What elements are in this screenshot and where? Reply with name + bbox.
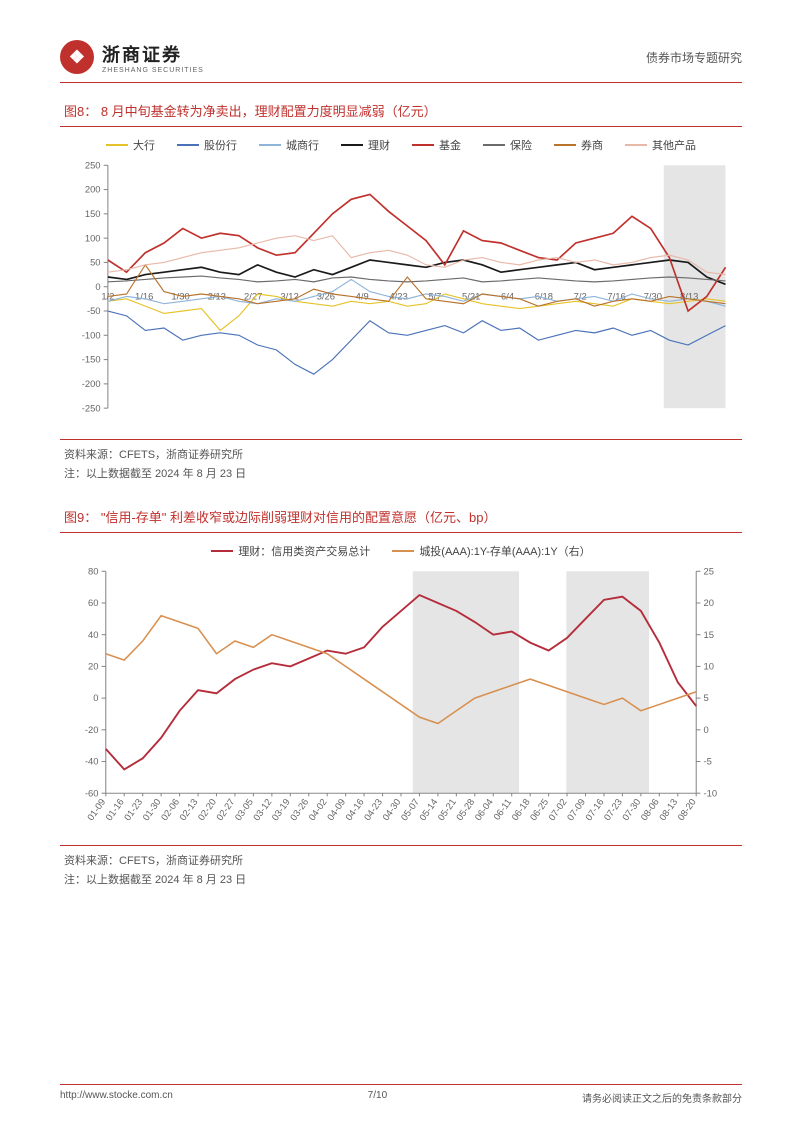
- svg-text:100: 100: [85, 232, 101, 243]
- svg-text:-20: -20: [85, 724, 99, 735]
- svg-text:07-02: 07-02: [546, 797, 569, 823]
- svg-text:01-09: 01-09: [85, 797, 108, 823]
- legend-item: 股份行: [177, 137, 237, 153]
- svg-text:07-30: 07-30: [620, 797, 643, 823]
- legend-item: 理财: [341, 137, 390, 153]
- svg-text:-10: -10: [704, 788, 718, 799]
- svg-text:0: 0: [704, 724, 709, 735]
- figure-8-legend: 大行 股份行 城商行 理财 基金 保险 券商 其他产品: [66, 137, 736, 153]
- footer-disclaimer: 请务必阅读正文之后的免责条款部分: [582, 1090, 742, 1105]
- svg-text:07-09: 07-09: [564, 797, 587, 823]
- svg-text:25: 25: [704, 566, 714, 577]
- figure-9-note: 注：以上数据截至 2024 年 8 月 23 日: [60, 871, 742, 887]
- svg-text:04-16: 04-16: [343, 797, 366, 823]
- svg-text:7/2: 7/2: [574, 290, 587, 301]
- figure-9-title: 图9： "信用-存单" 利差收窄或边际削弱理财对信用的配置意愿（亿元、bp）: [60, 507, 742, 526]
- company-name-cn: 浙商证券: [102, 41, 204, 67]
- figure-9-source: 资料来源：CFETS，浙商证券研究所: [60, 852, 742, 868]
- svg-text:06-04: 06-04: [472, 797, 495, 823]
- svg-text:08-06: 08-06: [638, 797, 661, 823]
- svg-text:03-19: 03-19: [269, 797, 292, 823]
- legend-item: 其他产品: [625, 137, 696, 153]
- legend-item: 理财：信用类资产交易总计: [211, 543, 370, 559]
- svg-text:06-18: 06-18: [509, 797, 532, 823]
- page-header: ❖ 浙商证券 ZHESHANG SECURITIES 债券市场专题研究: [60, 40, 742, 83]
- svg-text:-150: -150: [82, 354, 101, 365]
- svg-text:50: 50: [90, 257, 100, 268]
- svg-text:01-23: 01-23: [122, 797, 145, 823]
- svg-text:08-20: 08-20: [675, 797, 698, 823]
- svg-text:-40: -40: [85, 756, 99, 767]
- company-name-en: ZHESHANG SECURITIES: [102, 67, 204, 74]
- figure-8-note: 注：以上数据截至 2024 年 8 月 23 日: [60, 465, 742, 481]
- svg-text:05-07: 05-07: [398, 797, 421, 823]
- footer-url: http://www.stocke.com.cn: [60, 1090, 173, 1105]
- svg-text:04-23: 04-23: [361, 797, 384, 823]
- page-footer: http://www.stocke.com.cn 7/10 请务必阅读正文之后的…: [60, 1084, 742, 1105]
- legend-item: 保险: [483, 137, 532, 153]
- svg-text:04-02: 04-02: [306, 797, 329, 823]
- svg-text:02-13: 02-13: [177, 797, 200, 823]
- svg-text:0: 0: [93, 692, 98, 703]
- svg-text:15: 15: [704, 629, 714, 640]
- figure-9-chart: -60-40-20020406080-10-5051015202501-0901…: [66, 565, 736, 837]
- svg-text:20: 20: [88, 661, 98, 672]
- svg-text:02-27: 02-27: [214, 797, 237, 823]
- page-container: ❖ 浙商证券 ZHESHANG SECURITIES 债券市场专题研究 图8： …: [0, 0, 802, 1133]
- svg-text:1/16: 1/16: [135, 290, 153, 301]
- svg-text:0: 0: [95, 281, 100, 292]
- svg-text:04-09: 04-09: [324, 797, 347, 823]
- legend-item: 城投(AAA):1Y-存单(AAA):1Y（右）: [392, 543, 590, 559]
- svg-text:04-30: 04-30: [380, 797, 403, 823]
- figure-9-block: 图9： "信用-存单" 利差收窄或边际削弱理财对信用的配置意愿（亿元、bp） 理…: [60, 507, 742, 887]
- svg-text:40: 40: [88, 629, 98, 640]
- svg-text:-50: -50: [87, 305, 101, 316]
- figure-9-chart-box: 理财：信用类资产交易总计 城投(AAA):1Y-存单(AAA):1Y（右） -60…: [60, 532, 742, 846]
- legend-item: 基金: [412, 137, 461, 153]
- svg-text:-200: -200: [82, 378, 101, 389]
- svg-text:05-28: 05-28: [454, 797, 477, 823]
- svg-text:02-20: 02-20: [195, 797, 218, 823]
- figure-8-source: 资料来源：CFETS，浙商证券研究所: [60, 446, 742, 462]
- figure-9-legend: 理财：信用类资产交易总计 城投(AAA):1Y-存单(AAA):1Y（右）: [66, 543, 736, 559]
- svg-text:02-06: 02-06: [158, 797, 181, 823]
- svg-text:200: 200: [85, 184, 101, 195]
- logo-block: ❖ 浙商证券 ZHESHANG SECURITIES: [60, 40, 204, 74]
- legend-item: 券商: [554, 137, 603, 153]
- footer-page-number: 7/10: [368, 1090, 387, 1105]
- figure-8-chart: -250-200-150-100-500501001502002501/21/1…: [66, 159, 736, 431]
- svg-text:4/9: 4/9: [356, 290, 369, 301]
- doc-type-label: 债券市场专题研究: [646, 49, 742, 66]
- figure-8-block: 图8： 8 月中旬基金转为净卖出，理财配置力度明显减弱（亿元） 大行 股份行 城商行…: [60, 101, 742, 481]
- svg-text:06-25: 06-25: [527, 797, 550, 823]
- figure-8-title: 图8： 8 月中旬基金转为净卖出，理财配置力度明显减弱（亿元）: [60, 101, 742, 120]
- svg-text:60: 60: [88, 597, 98, 608]
- svg-text:20: 20: [704, 597, 714, 608]
- svg-text:03-26: 03-26: [288, 797, 311, 823]
- svg-text:250: 250: [85, 159, 101, 170]
- svg-text:-60: -60: [85, 788, 99, 799]
- legend-item: 大行: [106, 137, 155, 153]
- svg-text:6/4: 6/4: [501, 290, 514, 301]
- svg-text:01-30: 01-30: [140, 797, 163, 823]
- svg-text:-5: -5: [704, 756, 712, 767]
- svg-text:05-14: 05-14: [417, 797, 440, 823]
- svg-text:08-13: 08-13: [657, 797, 680, 823]
- svg-text:80: 80: [88, 566, 98, 577]
- svg-text:-250: -250: [82, 402, 101, 413]
- svg-text:05-21: 05-21: [435, 797, 458, 823]
- logo-icon: ❖: [60, 40, 94, 74]
- svg-text:10: 10: [704, 661, 714, 672]
- svg-text:03-12: 03-12: [251, 797, 274, 823]
- figure-8-chart-box: 大行 股份行 城商行 理财 基金 保险 券商 其他产品 -250 -200 -150 -100 -50…: [60, 126, 742, 440]
- legend-item: 城商行: [259, 137, 319, 153]
- svg-text:5: 5: [704, 692, 709, 703]
- svg-text:07-16: 07-16: [583, 797, 606, 823]
- svg-text:4/23: 4/23: [389, 290, 407, 301]
- svg-text:-100: -100: [82, 329, 101, 340]
- svg-text:150: 150: [85, 208, 101, 219]
- svg-text:03-05: 03-05: [232, 797, 255, 823]
- svg-text:07-23: 07-23: [601, 797, 624, 823]
- svg-text:01-16: 01-16: [103, 797, 126, 823]
